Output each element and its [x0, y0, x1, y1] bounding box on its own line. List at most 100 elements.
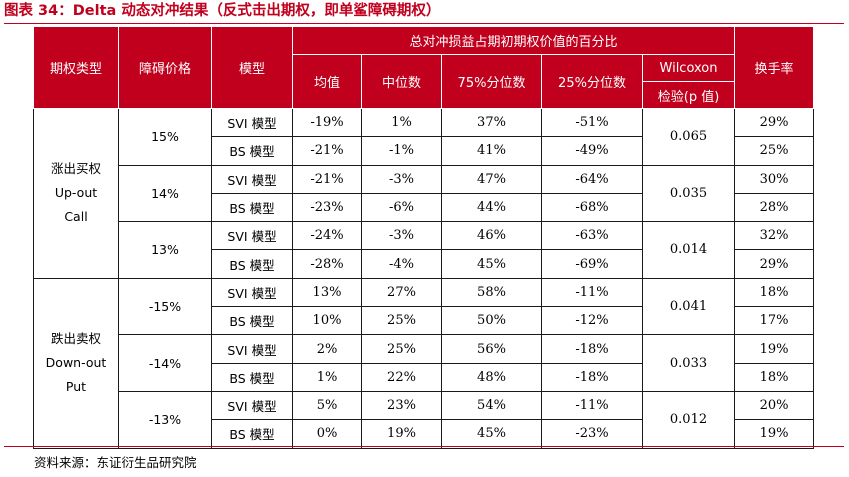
header-turnover: 换手率	[734, 26, 815, 109]
median-cell: -3%	[361, 221, 442, 251]
p75-cell: 37%	[441, 107, 542, 138]
wilcoxon-p-value-cell: 0.033	[641, 334, 736, 392]
header-mean: 均值	[292, 54, 362, 109]
table-row: BS 模型 0% 19% 45% -23% 19%	[34, 419, 815, 449]
turnover-cell: 30%	[734, 164, 815, 194]
turnover-cell: 29%	[734, 249, 815, 279]
table-body: 涨出买权 Up-out Call 15% SVI 模型 -19% 1% 37% -51% 0.06…	[33, 107, 815, 449]
p25-cell: -11%	[541, 390, 643, 421]
median-cell: -4%	[361, 249, 442, 279]
source-rule	[4, 446, 844, 447]
p75-cell: 45%	[441, 249, 542, 279]
turnover-cell: 25%	[734, 136, 815, 166]
median-cell: -6%	[361, 192, 442, 223]
header-model: 模型	[211, 26, 293, 109]
model-cell: SVI 模型	[211, 277, 293, 308]
turnover-cell: 17%	[734, 306, 815, 336]
mean-cell: -21%	[292, 136, 362, 166]
model-cell: BS 模型	[211, 362, 293, 392]
option-type-line: Put	[65, 379, 87, 395]
header-wilcoxon-line1: Wilcoxon	[641, 54, 736, 82]
option-type-line: 跌出卖权	[50, 331, 101, 347]
barrier-price-cell: 15%	[118, 108, 212, 166]
model-cell: SVI 模型	[211, 164, 293, 194]
model-cell: BS 模型	[211, 419, 293, 449]
wilcoxon-p-value-cell: 0.035	[641, 164, 736, 223]
median-cell: -1%	[361, 136, 442, 166]
header-p25: 25%分位数	[541, 54, 643, 109]
model-cell: BS 模型	[211, 192, 293, 223]
table-row: BS 模型 1% 22% 48% -18% 18%	[34, 362, 815, 392]
option-type-line: Down-out	[45, 355, 107, 371]
p75-cell: 54%	[441, 390, 542, 421]
barrier-price-cell: -13%	[118, 390, 212, 449]
median-cell: 25%	[361, 306, 442, 336]
p25-cell: -23%	[541, 419, 643, 449]
barrier-price-cell: 14%	[118, 164, 212, 223]
p25-cell: -63%	[541, 221, 643, 251]
p25-cell: -18%	[541, 362, 643, 392]
median-cell: 27%	[361, 277, 442, 308]
turnover-cell: 28%	[734, 192, 815, 223]
table-row: BS 模型 -28% -4% 45% -69% 29%	[34, 249, 815, 279]
model-cell: SVI 模型	[211, 334, 293, 364]
mean-cell: 13%	[292, 277, 362, 308]
table-row: 跌出卖权 Down-out Put -15% SVI 模型 13% 27% 58% -11% 0.…	[33, 277, 815, 449]
p25-cell: -69%	[541, 249, 643, 279]
table-row: BS 模型 10% 25% 50% -12% 17%	[34, 306, 815, 336]
header-p75: 75%分位数	[441, 54, 542, 109]
wilcoxon-p-value-cell: 0.065	[641, 108, 736, 166]
mean-cell: 0%	[292, 419, 362, 449]
model-cell: BS 模型	[211, 136, 293, 166]
wilcoxon-p-value-cell: 0.014	[641, 221, 736, 279]
p75-cell: 46%	[441, 221, 542, 251]
wilcoxon-p-value-cell: 0.041	[641, 277, 736, 336]
option-type-cell: 涨出买权 Up-out Call	[33, 108, 119, 279]
turnover-cell: 32%	[734, 221, 815, 251]
p25-cell: -64%	[541, 164, 643, 194]
mean-cell: 2%	[292, 334, 362, 364]
source-note: 资料来源：东证衍生品研究院	[34, 455, 197, 470]
option-type-line: Call	[64, 209, 88, 225]
p75-cell: 56%	[441, 334, 542, 364]
median-cell: 22%	[361, 362, 442, 392]
median-cell: 19%	[361, 419, 442, 449]
title-rule	[4, 23, 844, 24]
p75-cell: 47%	[441, 164, 542, 194]
p25-cell: -68%	[541, 192, 643, 223]
table-row: 14% SVI 模型 -21% -3% 47% -64% 0.035 30%	[34, 164, 815, 223]
p25-cell: -51%	[541, 107, 643, 138]
barrier-price-cell: -14%	[118, 334, 212, 392]
wilcoxon-p-value-cell: 0.012	[641, 390, 736, 449]
barrier-price-cell: -15%	[118, 277, 212, 336]
mean-cell: -28%	[292, 249, 362, 279]
turnover-cell: 29%	[734, 107, 815, 138]
model-cell: SVI 模型	[211, 107, 293, 138]
mean-cell: -21%	[292, 164, 362, 194]
table-row: BS 模型 -23% -6% 44% -68% 28%	[34, 192, 815, 223]
header-median: 中位数	[361, 54, 442, 109]
model-cell: BS 模型	[211, 306, 293, 336]
table-row: -13% SVI 模型 5% 23% 54% -11% 0.012 20%	[34, 390, 815, 449]
p25-cell: -18%	[541, 334, 643, 364]
p75-cell: 50%	[441, 306, 542, 336]
mean-cell: -19%	[292, 107, 362, 138]
header-wilcoxon-line2: 检验(p 值)	[641, 81, 736, 109]
model-cell: SVI 模型	[211, 390, 293, 421]
p75-cell: 41%	[441, 136, 542, 166]
option-type-line: 涨出买权	[50, 161, 101, 177]
median-cell: 25%	[361, 334, 442, 364]
model-cell: BS 模型	[211, 249, 293, 279]
header-group: 总对冲损益占期初期权价值的百分比	[291, 26, 736, 55]
p75-cell: 48%	[441, 362, 542, 392]
mean-cell: 10%	[292, 306, 362, 336]
table-row: -14% SVI 模型 2% 25% 56% -18% 0.033 19%	[34, 334, 815, 392]
p25-cell: -49%	[541, 136, 643, 166]
hedge-results-table: 期权类型 障碍价格 模型 总对冲损益占期初期权价值的百分比 换手率 均值 中位数…	[33, 26, 815, 449]
p75-cell: 58%	[441, 277, 542, 308]
mean-cell: 5%	[292, 390, 362, 421]
header-barrier-price: 障碍价格	[118, 26, 212, 109]
turnover-cell: 18%	[734, 362, 815, 392]
header-option-type: 期权类型	[33, 26, 119, 109]
p75-cell: 44%	[441, 192, 542, 223]
